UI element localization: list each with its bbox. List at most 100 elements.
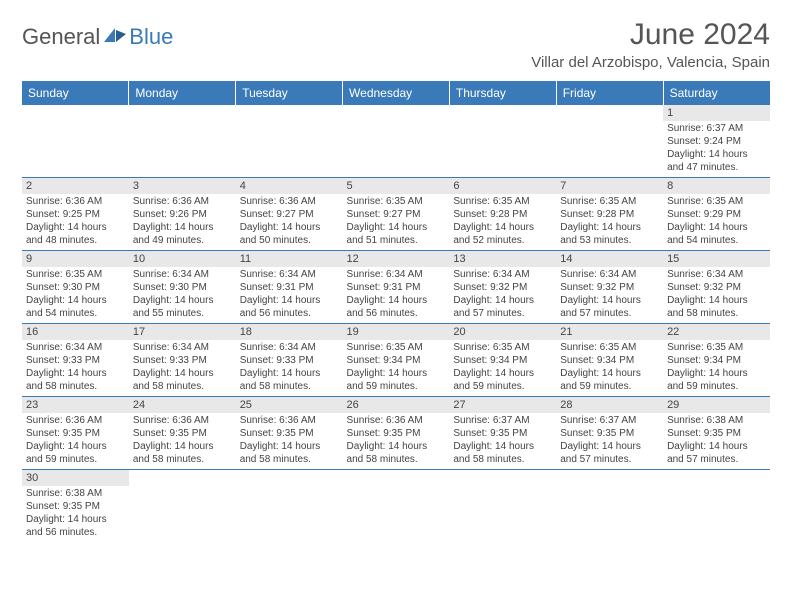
daylight-text: Daylight: 14 hours and 56 minutes. bbox=[347, 294, 446, 320]
daylight-text: Daylight: 14 hours and 59 minutes. bbox=[560, 367, 659, 393]
sunset-text: Sunset: 9:35 PM bbox=[453, 427, 552, 440]
day-number: 14 bbox=[556, 251, 663, 267]
daylight-text: Daylight: 14 hours and 58 minutes. bbox=[240, 367, 339, 393]
day-details: Sunrise: 6:35 AMSunset: 9:34 PMDaylight:… bbox=[343, 340, 450, 396]
day-details: Sunrise: 6:34 AMSunset: 9:33 PMDaylight:… bbox=[236, 340, 343, 396]
calendar-cell bbox=[236, 470, 343, 543]
day-number: 8 bbox=[663, 178, 770, 194]
day-number: 16 bbox=[22, 324, 129, 340]
sunset-text: Sunset: 9:35 PM bbox=[133, 427, 232, 440]
day-number: 3 bbox=[129, 178, 236, 194]
sunrise-text: Sunrise: 6:37 AM bbox=[453, 414, 552, 427]
day-details: Sunrise: 6:37 AMSunset: 9:35 PMDaylight:… bbox=[556, 413, 663, 469]
sunset-text: Sunset: 9:33 PM bbox=[26, 354, 125, 367]
calendar-cell bbox=[556, 105, 663, 178]
calendar-cell: 18Sunrise: 6:34 AMSunset: 9:33 PMDayligh… bbox=[236, 324, 343, 397]
sunset-text: Sunset: 9:27 PM bbox=[347, 208, 446, 221]
calendar-cell: 7Sunrise: 6:35 AMSunset: 9:28 PMDaylight… bbox=[556, 178, 663, 251]
day-number: 1 bbox=[663, 105, 770, 121]
calendar-cell: 12Sunrise: 6:34 AMSunset: 9:31 PMDayligh… bbox=[343, 251, 450, 324]
sunset-text: Sunset: 9:35 PM bbox=[560, 427, 659, 440]
daylight-text: Daylight: 14 hours and 58 minutes. bbox=[347, 440, 446, 466]
sunset-text: Sunset: 9:31 PM bbox=[240, 281, 339, 294]
sunset-text: Sunset: 9:35 PM bbox=[26, 427, 125, 440]
calendar-cell bbox=[236, 105, 343, 178]
sunrise-text: Sunrise: 6:36 AM bbox=[347, 414, 446, 427]
day-number: 17 bbox=[129, 324, 236, 340]
calendar-cell: 10Sunrise: 6:34 AMSunset: 9:30 PMDayligh… bbox=[129, 251, 236, 324]
sunset-text: Sunset: 9:32 PM bbox=[560, 281, 659, 294]
day-number: 21 bbox=[556, 324, 663, 340]
daylight-text: Daylight: 14 hours and 55 minutes. bbox=[133, 294, 232, 320]
calendar-cell: 11Sunrise: 6:34 AMSunset: 9:31 PMDayligh… bbox=[236, 251, 343, 324]
sunrise-text: Sunrise: 6:37 AM bbox=[560, 414, 659, 427]
calendar-cell: 21Sunrise: 6:35 AMSunset: 9:34 PMDayligh… bbox=[556, 324, 663, 397]
sunset-text: Sunset: 9:25 PM bbox=[26, 208, 125, 221]
calendar-row: 30Sunrise: 6:38 AMSunset: 9:35 PMDayligh… bbox=[22, 470, 770, 543]
calendar-cell: 24Sunrise: 6:36 AMSunset: 9:35 PMDayligh… bbox=[129, 397, 236, 470]
calendar-cell bbox=[449, 470, 556, 543]
day-details: Sunrise: 6:36 AMSunset: 9:35 PMDaylight:… bbox=[236, 413, 343, 469]
calendar-cell bbox=[663, 470, 770, 543]
calendar-cell: 28Sunrise: 6:37 AMSunset: 9:35 PMDayligh… bbox=[556, 397, 663, 470]
sunrise-text: Sunrise: 6:34 AM bbox=[26, 341, 125, 354]
day-number: 5 bbox=[343, 178, 450, 194]
sunrise-text: Sunrise: 6:35 AM bbox=[667, 195, 766, 208]
calendar-cell: 17Sunrise: 6:34 AMSunset: 9:33 PMDayligh… bbox=[129, 324, 236, 397]
calendar-cell: 8Sunrise: 6:35 AMSunset: 9:29 PMDaylight… bbox=[663, 178, 770, 251]
daylight-text: Daylight: 14 hours and 56 minutes. bbox=[26, 513, 125, 539]
day-details: Sunrise: 6:38 AMSunset: 9:35 PMDaylight:… bbox=[663, 413, 770, 469]
daylight-text: Daylight: 14 hours and 57 minutes. bbox=[560, 440, 659, 466]
daylight-text: Daylight: 14 hours and 53 minutes. bbox=[560, 221, 659, 247]
sunrise-text: Sunrise: 6:34 AM bbox=[453, 268, 552, 281]
daylight-text: Daylight: 14 hours and 49 minutes. bbox=[133, 221, 232, 247]
day-number: 23 bbox=[22, 397, 129, 413]
sunrise-text: Sunrise: 6:36 AM bbox=[240, 414, 339, 427]
location: Villar del Arzobispo, Valencia, Spain bbox=[531, 54, 770, 71]
sunrise-text: Sunrise: 6:36 AM bbox=[26, 414, 125, 427]
calendar-cell bbox=[22, 105, 129, 178]
calendar-cell bbox=[343, 105, 450, 178]
sunrise-text: Sunrise: 6:35 AM bbox=[667, 341, 766, 354]
sunrise-text: Sunrise: 6:36 AM bbox=[133, 195, 232, 208]
day-details: Sunrise: 6:35 AMSunset: 9:34 PMDaylight:… bbox=[663, 340, 770, 396]
day-number: 12 bbox=[343, 251, 450, 267]
day-number: 13 bbox=[449, 251, 556, 267]
sunrise-text: Sunrise: 6:34 AM bbox=[240, 341, 339, 354]
calendar-cell: 15Sunrise: 6:34 AMSunset: 9:32 PMDayligh… bbox=[663, 251, 770, 324]
sunrise-text: Sunrise: 6:34 AM bbox=[667, 268, 766, 281]
day-details: Sunrise: 6:36 AMSunset: 9:35 PMDaylight:… bbox=[22, 413, 129, 469]
sunrise-text: Sunrise: 6:35 AM bbox=[560, 341, 659, 354]
day-number: 29 bbox=[663, 397, 770, 413]
month-title: June 2024 bbox=[531, 18, 770, 52]
weekday-header: Friday bbox=[556, 81, 663, 105]
sunrise-text: Sunrise: 6:34 AM bbox=[240, 268, 339, 281]
calendar-row: 9Sunrise: 6:35 AMSunset: 9:30 PMDaylight… bbox=[22, 251, 770, 324]
day-number: 15 bbox=[663, 251, 770, 267]
daylight-text: Daylight: 14 hours and 58 minutes. bbox=[133, 367, 232, 393]
day-details: Sunrise: 6:35 AMSunset: 9:27 PMDaylight:… bbox=[343, 194, 450, 250]
calendar-cell: 14Sunrise: 6:34 AMSunset: 9:32 PMDayligh… bbox=[556, 251, 663, 324]
calendar-cell bbox=[129, 105, 236, 178]
sunrise-text: Sunrise: 6:35 AM bbox=[560, 195, 659, 208]
day-number: 20 bbox=[449, 324, 556, 340]
calendar-cell: 1Sunrise: 6:37 AMSunset: 9:24 PMDaylight… bbox=[663, 105, 770, 178]
daylight-text: Daylight: 14 hours and 50 minutes. bbox=[240, 221, 339, 247]
day-details: Sunrise: 6:34 AMSunset: 9:30 PMDaylight:… bbox=[129, 267, 236, 323]
day-details: Sunrise: 6:35 AMSunset: 9:28 PMDaylight:… bbox=[449, 194, 556, 250]
calendar-cell: 23Sunrise: 6:36 AMSunset: 9:35 PMDayligh… bbox=[22, 397, 129, 470]
day-details: Sunrise: 6:34 AMSunset: 9:32 PMDaylight:… bbox=[449, 267, 556, 323]
daylight-text: Daylight: 14 hours and 58 minutes. bbox=[667, 294, 766, 320]
sunset-text: Sunset: 9:28 PM bbox=[453, 208, 552, 221]
logo-text-blue: Blue bbox=[129, 24, 173, 50]
weekday-header: Sunday bbox=[22, 81, 129, 105]
calendar-cell bbox=[556, 470, 663, 543]
day-number: 19 bbox=[343, 324, 450, 340]
calendar-row: 2Sunrise: 6:36 AMSunset: 9:25 PMDaylight… bbox=[22, 178, 770, 251]
calendar-cell: 30Sunrise: 6:38 AMSunset: 9:35 PMDayligh… bbox=[22, 470, 129, 543]
day-number: 4 bbox=[236, 178, 343, 194]
calendar-table: SundayMondayTuesdayWednesdayThursdayFrid… bbox=[22, 81, 770, 542]
daylight-text: Daylight: 14 hours and 57 minutes. bbox=[453, 294, 552, 320]
daylight-text: Daylight: 14 hours and 59 minutes. bbox=[667, 367, 766, 393]
sunset-text: Sunset: 9:29 PM bbox=[667, 208, 766, 221]
